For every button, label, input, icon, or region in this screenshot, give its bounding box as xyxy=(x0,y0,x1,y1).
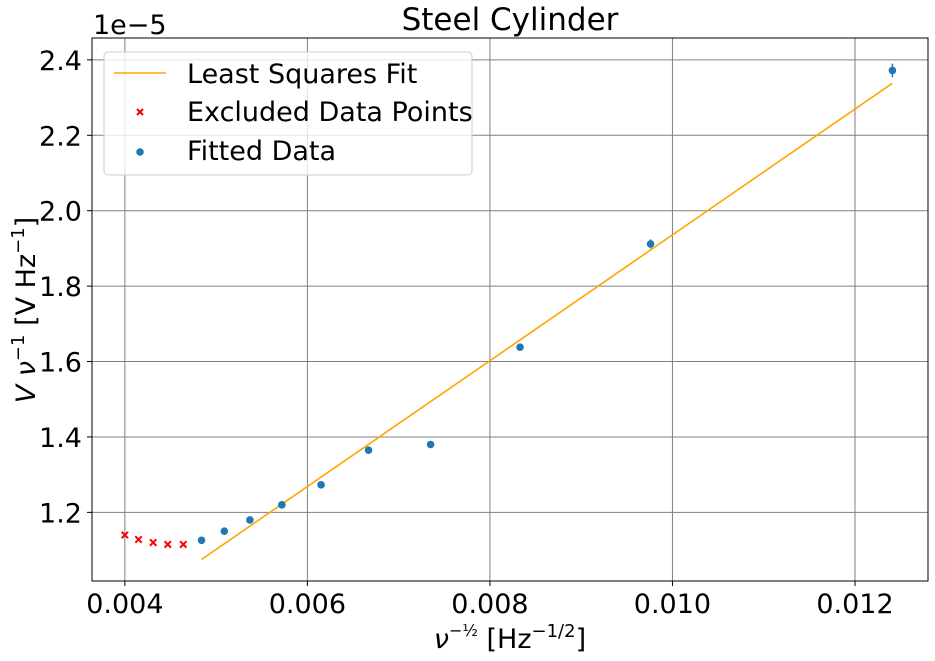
excluded-point-stroke xyxy=(179,540,188,549)
x-axis-label-symbol: ν xyxy=(434,624,449,655)
fitted-point xyxy=(246,516,254,524)
y-axis-label-unit-exponent: −1 xyxy=(8,227,29,254)
y-tick-label: 2.2 xyxy=(39,121,82,152)
excluded-point-stroke xyxy=(134,535,143,544)
x-axis-label: ν−½ [Hz−1/2] xyxy=(434,621,586,655)
legend-label-fitted: Fitted Data xyxy=(187,136,336,167)
axis-ticks: 0.004 0.006 0.008 0.010 0.012 1.2 1.4 1.6 1.8 2.0… xyxy=(39,46,894,620)
fitted-point xyxy=(197,536,206,545)
plot-data xyxy=(120,63,897,561)
fit-line xyxy=(201,82,893,561)
fitted-point xyxy=(220,527,229,536)
x-axis-label-unit-exponent: −1/2 xyxy=(532,621,576,642)
y-tick-label: 1.4 xyxy=(39,423,82,454)
x-tick-label: 0.008 xyxy=(451,589,528,620)
legend-fitted-marker xyxy=(136,148,144,156)
y-tick-label: 1.8 xyxy=(39,272,82,303)
excluded-point-stroke xyxy=(149,538,158,547)
excluded-point-stroke xyxy=(120,531,129,539)
y-axis-label-nu: ν xyxy=(11,361,42,385)
excluded-point xyxy=(149,538,158,547)
x-axis-label-unit: [Hz xyxy=(478,624,532,655)
excluded-point xyxy=(163,540,172,549)
y-axis-label-close: ] xyxy=(11,217,42,228)
legend-box xyxy=(103,51,473,176)
legend-label-excluded: Excluded Data Points xyxy=(187,97,473,128)
fitted-point xyxy=(278,501,286,509)
x-tick-label: 0.004 xyxy=(86,589,163,620)
fitted-point xyxy=(317,481,325,489)
fitted-point xyxy=(646,240,655,248)
excluded-point-stroke xyxy=(163,540,172,549)
fitted-point xyxy=(426,440,435,449)
y-tick-label: 1.2 xyxy=(39,498,82,529)
chart-title: Steel Cylinder xyxy=(402,2,619,38)
x-axis-label-close: ] xyxy=(576,624,587,655)
y-axis-label-unit: [V Hz xyxy=(11,254,42,335)
y-offset-text: 1e−5 xyxy=(93,10,167,41)
fitted-point xyxy=(888,66,897,75)
excluded-point xyxy=(179,540,188,549)
y-tick-label: 2.4 xyxy=(39,46,82,77)
fitted-point xyxy=(364,446,373,454)
legend: Least Squares Fit Excluded Data Points F… xyxy=(103,51,473,176)
x-tick-label: 0.010 xyxy=(634,589,711,620)
plot-frame xyxy=(91,37,929,582)
x-tick-label: 0.012 xyxy=(816,589,893,620)
excluded-point xyxy=(134,535,143,544)
y-axis-label: V ν−1 [V Hz−1] xyxy=(8,217,42,403)
y-tick-label: 2.0 xyxy=(39,197,82,228)
legend-excluded-marker xyxy=(136,108,144,116)
x-tick-label: 0.006 xyxy=(269,589,346,620)
y-tick-label: 1.6 xyxy=(39,348,82,379)
fitted-point xyxy=(516,343,524,352)
y-axis-label-v: V xyxy=(11,382,42,403)
x-axis-label-exponent: −½ xyxy=(449,621,478,640)
y-axis-label-exponent: −1 xyxy=(8,335,29,362)
excluded-point xyxy=(120,531,129,539)
legend-label-fit: Least Squares Fit xyxy=(187,59,417,90)
